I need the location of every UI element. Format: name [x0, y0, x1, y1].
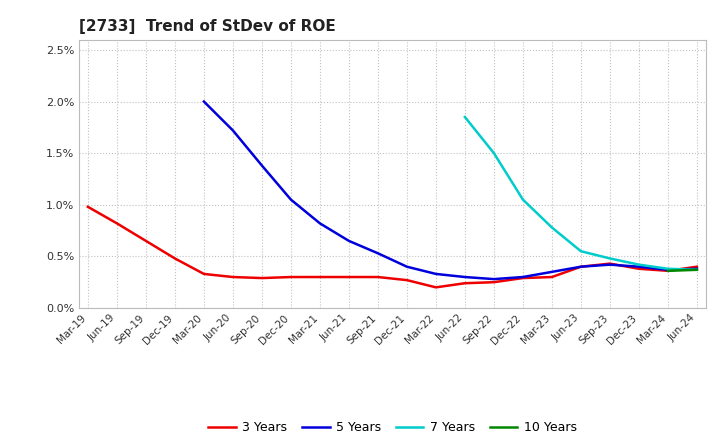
3 Years	[374, 275, 382, 280]
3 Years	[142, 238, 150, 244]
5 Years	[287, 197, 295, 202]
Legend: 3 Years, 5 Years, 7 Years, 10 Years: 3 Years, 5 Years, 7 Years, 10 Years	[203, 416, 582, 439]
Line: 5 Years: 5 Years	[204, 102, 697, 279]
3 Years	[548, 275, 557, 280]
5 Years	[693, 266, 701, 271]
3 Years	[199, 271, 208, 277]
3 Years	[518, 275, 527, 281]
7 Years	[518, 197, 527, 202]
Line: 3 Years: 3 Years	[88, 207, 697, 287]
7 Years	[634, 262, 643, 267]
7 Years	[548, 225, 557, 230]
3 Years	[84, 204, 92, 209]
5 Years	[490, 276, 498, 282]
3 Years	[664, 268, 672, 274]
3 Years	[228, 275, 237, 280]
3 Years	[171, 256, 179, 261]
5 Years	[577, 264, 585, 269]
5 Years	[518, 275, 527, 280]
5 Years	[548, 269, 557, 275]
7 Years	[490, 150, 498, 156]
5 Years	[431, 271, 440, 277]
Line: 10 Years: 10 Years	[668, 270, 697, 271]
3 Years	[402, 278, 411, 283]
5 Years	[402, 264, 411, 269]
10 Years	[693, 267, 701, 272]
5 Years	[634, 264, 643, 269]
5 Years	[374, 251, 382, 256]
Text: [2733]  Trend of StDev of ROE: [2733] Trend of StDev of ROE	[79, 19, 336, 34]
7 Years	[693, 267, 701, 272]
3 Years	[258, 275, 266, 281]
3 Years	[287, 275, 295, 280]
5 Years	[606, 262, 614, 267]
3 Years	[577, 264, 585, 269]
7 Years	[606, 256, 614, 261]
3 Years	[431, 285, 440, 290]
5 Years	[315, 221, 324, 226]
5 Years	[461, 275, 469, 280]
7 Years	[577, 249, 585, 254]
3 Years	[112, 221, 121, 226]
5 Years	[199, 99, 208, 104]
10 Years	[664, 268, 672, 274]
Line: 7 Years: 7 Years	[465, 117, 697, 270]
5 Years	[228, 128, 237, 133]
3 Years	[693, 264, 701, 269]
7 Years	[664, 266, 672, 271]
3 Years	[606, 261, 614, 266]
5 Years	[345, 238, 354, 244]
3 Years	[490, 279, 498, 285]
3 Years	[461, 281, 469, 286]
3 Years	[345, 275, 354, 280]
3 Years	[634, 266, 643, 271]
5 Years	[258, 163, 266, 168]
3 Years	[315, 275, 324, 280]
7 Years	[461, 114, 469, 120]
5 Years	[664, 267, 672, 272]
